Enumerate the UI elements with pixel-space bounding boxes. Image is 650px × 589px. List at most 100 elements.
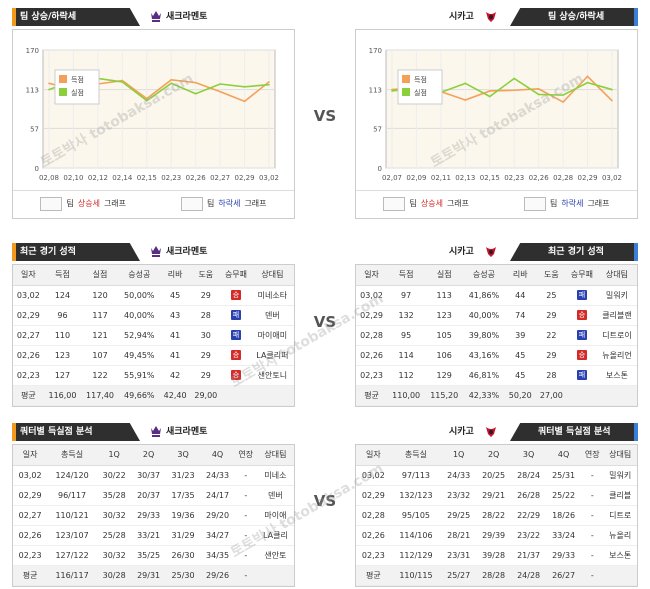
x-tick-label: 02,26 — [186, 174, 207, 182]
x-tick-label: 03,02 — [259, 174, 279, 182]
table-cell: 106 — [425, 345, 464, 366]
table-row: 02,26 123 107 49,45% 41 29 승 LA클리퍼 — [13, 345, 294, 366]
x-tick-label: 03,02 — [602, 174, 622, 182]
table-cell: 미네소 — [256, 465, 294, 486]
data-point — [145, 99, 148, 102]
column-header: 2Q — [476, 445, 512, 466]
table-cell: 29 — [535, 345, 567, 366]
data-point — [513, 89, 516, 92]
table-cell: 20/25 — [476, 465, 512, 486]
table-cell: 평균 — [356, 385, 388, 406]
table-cell: 41,86% — [463, 285, 505, 306]
table-row: 02,27 110 121 52,94% 41 30 패 마이애미 — [13, 325, 294, 346]
table-cell: - — [581, 545, 604, 566]
legend-label: 실점 — [414, 88, 427, 97]
table-cell: 114/106 — [390, 525, 442, 546]
team-name-left: 새크라멘토 — [166, 12, 208, 22]
vs-label-2: VS — [313, 313, 337, 331]
table-cell: 39,80% — [463, 325, 505, 346]
table-cell: - — [234, 545, 257, 566]
right-trend-panel: 팀 상승/하락세 시카고 0 57 113 170 02,07 02,09 02,11 02,… — [355, 6, 638, 219]
column-header: 연장 — [581, 445, 604, 466]
recent-table-left: 일자 득점 실점 승성공 리바 도움 승무패 상대팀 03,02 124 120 50,00% 45 29… — [13, 265, 294, 406]
table-cell: 26/28 — [511, 485, 547, 506]
table-cell: 35/28 — [96, 485, 132, 506]
table-cell: 29/33 — [546, 545, 582, 566]
column-header: 승무패 — [221, 265, 251, 286]
table-cell: 22 — [535, 325, 567, 346]
table-cell: 패 — [566, 365, 597, 386]
legend-swatch — [59, 88, 67, 96]
table-cell: 마이애미 — [250, 325, 294, 346]
table-cell: 클리블랜 — [596, 305, 637, 326]
table-cell: LA클리 — [256, 525, 294, 546]
x-tick-label: 02,23 — [161, 174, 181, 182]
table-row: 03,02 124 120 50,00% 45 29 승 미네소타 — [13, 285, 294, 306]
y-tick-label: 57 — [373, 125, 382, 133]
table-cell: 덴버 — [250, 305, 294, 326]
table-cell: - — [581, 485, 604, 506]
bulls-logo-icon — [486, 12, 496, 22]
table-cell: 평균 — [356, 565, 391, 586]
table-row: 02,27 110/121 30/32 29/33 19/36 29/20- 마이애 — [13, 505, 294, 526]
table-cell: 41 — [159, 345, 191, 366]
table-cell: 33/24 — [546, 525, 582, 546]
data-point — [562, 94, 564, 96]
data-point — [243, 85, 246, 88]
x-tick-label: 02,15 — [137, 174, 157, 182]
table-cell: 28/22 — [476, 505, 512, 526]
kings-logo-icon — [151, 11, 161, 22]
table-cell: 116/117 — [47, 565, 97, 586]
table-row: 02,26 114 106 43,16% 45 29 승 뉴올리언 — [356, 345, 637, 366]
left-trend-panel: 팀 상승/하락세 새크라멘토 0 57 113 170 02,08 02,10 02,12 0… — [12, 6, 295, 219]
up-trend-icon — [383, 196, 406, 211]
team-name-left: 새크라멘토 — [166, 247, 208, 257]
table-cell: 23/22 — [511, 525, 547, 546]
table-cell: 승 — [221, 365, 251, 386]
table-cell: 30/32 — [96, 505, 132, 526]
table-cell: 02,27 — [13, 325, 44, 346]
table-cell: 110/115 — [390, 565, 442, 586]
data-point — [464, 82, 467, 85]
table-cell: 97/113 — [390, 465, 442, 486]
x-tick-label: 02,28 — [553, 174, 573, 182]
table-cell: 132 — [387, 305, 426, 326]
table-cell: 123 — [425, 305, 464, 326]
data-point — [611, 99, 613, 102]
result-badge: 패 — [576, 370, 587, 380]
table-cell: 41 — [159, 325, 191, 346]
data-point — [586, 75, 589, 78]
table-cell: 49,66% — [118, 385, 160, 406]
x-tick-label: 02,11 — [431, 174, 451, 182]
table-cell — [596, 385, 637, 406]
x-tick-label: 02,09 — [406, 174, 426, 182]
table-cell: 24/28 — [511, 565, 547, 586]
right-trend-chart: 0 57 113 170 02,07 02,09 02,11 02,13 02,15 02,23 0… — [369, 47, 622, 182]
table-header-row: 일자 총득실 1Q 2Q 3Q 4Q 연장 상대팀 — [356, 445, 637, 466]
table-cell: 미네소타 — [250, 285, 294, 306]
table-cell: 42,40 — [159, 385, 191, 406]
result-badge: 패 — [230, 330, 241, 340]
table-cell: 02,26 — [13, 525, 48, 546]
right-trend-header: 팀 상승/하락세 시카고 — [355, 6, 638, 28]
x-tick-label: 02,15 — [480, 174, 500, 182]
table-cell: 35/25 — [131, 545, 166, 566]
x-tick-label: 02,27 — [210, 174, 230, 182]
table-cell: 95 — [387, 325, 426, 346]
table-cell: 29/25 — [441, 505, 477, 526]
table-cell: 밀워키 — [603, 465, 637, 486]
table-cell: LA클리퍼 — [250, 345, 294, 366]
data-point — [391, 88, 393, 91]
x-tick-label: 02,29 — [578, 174, 598, 182]
bulls-logo-icon — [486, 247, 496, 257]
table-cell: 02,23 — [356, 545, 391, 566]
table-cell: 116,00 — [43, 385, 82, 406]
average-row: 평균 110,00 115,20 42,33% 50,20 27,00 — [356, 385, 637, 406]
table-cell: 44 — [504, 285, 536, 306]
column-header: 상대팀 — [256, 445, 294, 466]
table-row: 03,02 124/120 30/22 30/37 31/23 24/33- 미네소 — [13, 465, 294, 486]
trend-title: 팀 상승/하락세 — [12, 8, 140, 26]
column-header: 상대팀 — [603, 445, 637, 466]
legend-swatch — [402, 88, 410, 96]
table-cell: - — [581, 505, 604, 526]
